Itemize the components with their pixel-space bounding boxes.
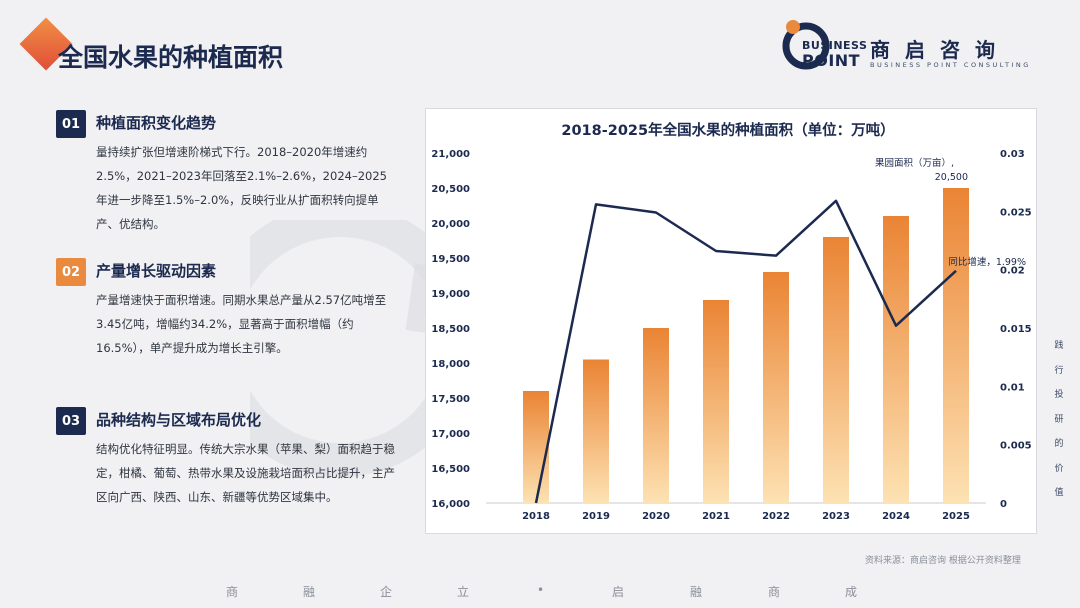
section-2: 02 产量增长驱动因素 产量增速快于面积增速。同期水果总产量从2.57亿吨增至3… <box>56 258 396 368</box>
section-3: 03 品种结构与区域布局优化 结构优化特征明显。传统大宗水果（苹果、梨）面积趋于… <box>56 407 396 537</box>
footer-char: 融 <box>690 585 703 599</box>
right-axis-tick-label: 0.03 <box>1000 149 1025 160</box>
x-axis-tick-label: 2018 <box>522 511 550 522</box>
section-1-body: 量持续扩张但增速阶梯式下行。2018–2020年增速约2.5%，2021–202… <box>96 145 387 231</box>
x-axis-tick-label: 2019 <box>582 511 610 522</box>
area-bar <box>703 300 729 503</box>
footer-char: 启 <box>612 585 625 599</box>
footer-char: 商 <box>226 585 239 599</box>
x-axis-tick-label: 2025 <box>942 511 970 522</box>
right-axis-tick-label: 0 <box>1000 499 1007 510</box>
right-axis-tick-label: 0.01 <box>1000 382 1025 393</box>
side-char: 行 <box>1054 365 1064 376</box>
side-char: 践 <box>1054 341 1064 351</box>
left-axis-tick-label: 19,500 <box>431 254 470 265</box>
footer-char: 立 <box>457 585 470 599</box>
logo-ring-icon <box>782 20 830 70</box>
area-bar <box>583 359 609 503</box>
section-3-body: 结构优化特征明显。传统大宗水果（苹果、梨）面积趋于稳定，柑橘、葡萄、热带水果及设… <box>96 442 395 504</box>
left-axis-tick-label: 19,000 <box>431 289 470 300</box>
logo-chinese: 商启咨询 <box>870 38 1010 62</box>
left-axis-tick-label: 20,000 <box>431 219 470 230</box>
section-2-body: 产量增速快于面积增速。同期水果总产量从2.57亿吨增至3.45亿吨，增幅约34.… <box>96 293 387 355</box>
footer-char: 企 <box>380 585 393 599</box>
right-axis-tick-label: 0.02 <box>1000 266 1025 277</box>
chart-panel: 2018-2025年全国水果的种植面积（单位：万吨） 16,000 16,500 1… <box>425 108 1037 534</box>
section-3-number: 03 <box>56 407 86 435</box>
left-axis-tick-label: 16,000 <box>431 499 470 510</box>
chart-title: 2018-2025年全国水果的种植面积（单位：万吨） <box>561 121 894 139</box>
x-axis-tick-label: 2024 <box>882 511 910 522</box>
bar-annotation-title: 果园面积（万亩）, <box>875 157 954 169</box>
left-axis-tick-label: 17,500 <box>431 394 470 405</box>
x-axis-tick-label: 2022 <box>762 511 790 522</box>
section-2-number: 02 <box>56 258 86 286</box>
area-bar <box>823 237 849 503</box>
logo-subtitle: BUSINESS POINT CONSULTING <box>870 61 1031 69</box>
source-note: 资料来源：商启咨询 根据公开资料整理 <box>865 556 1021 566</box>
section-3-title: 品种结构与区域布局优化 <box>96 411 262 429</box>
left-axis-tick-label: 17,000 <box>431 429 470 440</box>
left-axis-tick-label: 20,500 <box>431 184 470 195</box>
logo-english: BUSINESS POINT <box>802 39 868 70</box>
logo-en-line1: BUSINESS <box>802 39 868 52</box>
footer-char: 融 <box>303 585 316 599</box>
right-axis-tick-label: 0.005 <box>1000 441 1032 452</box>
area-growth-chart: 2018-2025年全国水果的种植面积（单位：万吨） 16,000 16,500 1… <box>431 121 1032 522</box>
x-axis-tick-label: 2023 <box>822 511 850 522</box>
footer-char: 成 <box>845 585 858 599</box>
section-1-number: 01 <box>56 110 86 138</box>
footer-char: • <box>537 583 545 597</box>
line-annotation: 同比增速，1.99% <box>948 256 1026 268</box>
left-axis-tick-label: 21,000 <box>431 149 470 160</box>
brand-logo: BUSINESS POINT 商启咨询 BUSINESS POINT CONSU… <box>780 18 1070 72</box>
section-2-title: 产量增长驱动因素 <box>96 262 217 280</box>
side-char: 的 <box>1054 439 1064 449</box>
section-1-title: 种植面积变化趋势 <box>96 114 217 132</box>
x-axis-tick-label: 2021 <box>702 511 730 522</box>
area-bar <box>883 216 909 503</box>
area-bar <box>763 272 789 503</box>
x-axis-tick-label: 2020 <box>642 511 670 522</box>
left-axis-tick-label: 18,500 <box>431 324 470 335</box>
side-slogan: 践 行 投 研 的 价 值 <box>1049 338 1069 510</box>
logo-en-line2: POINT <box>802 51 861 70</box>
left-axis-tick-label: 18,000 <box>431 359 470 370</box>
left-axis-tick-label: 16,500 <box>431 464 470 475</box>
side-char: 投 <box>1054 390 1064 400</box>
right-axis-tick-label: 0.015 <box>1000 324 1032 335</box>
section-1: 01 种植面积变化趋势 量持续扩张但增速阶梯式下行。2018–2020年增速约2… <box>56 110 396 240</box>
area-bar <box>943 188 969 503</box>
footer-char: 商 <box>768 585 781 599</box>
area-bar <box>643 328 669 503</box>
page-title: 全国水果的种植面积 <box>58 43 284 72</box>
growth-rate-line <box>534 199 957 504</box>
right-axis-tick-label: 0.025 <box>1000 207 1032 218</box>
side-char: 价 <box>1054 463 1064 474</box>
side-char: 值 <box>1054 488 1064 498</box>
side-char: 研 <box>1054 414 1064 425</box>
area-bar <box>523 391 549 503</box>
bar-annotation-value: 20,500 <box>935 172 968 183</box>
